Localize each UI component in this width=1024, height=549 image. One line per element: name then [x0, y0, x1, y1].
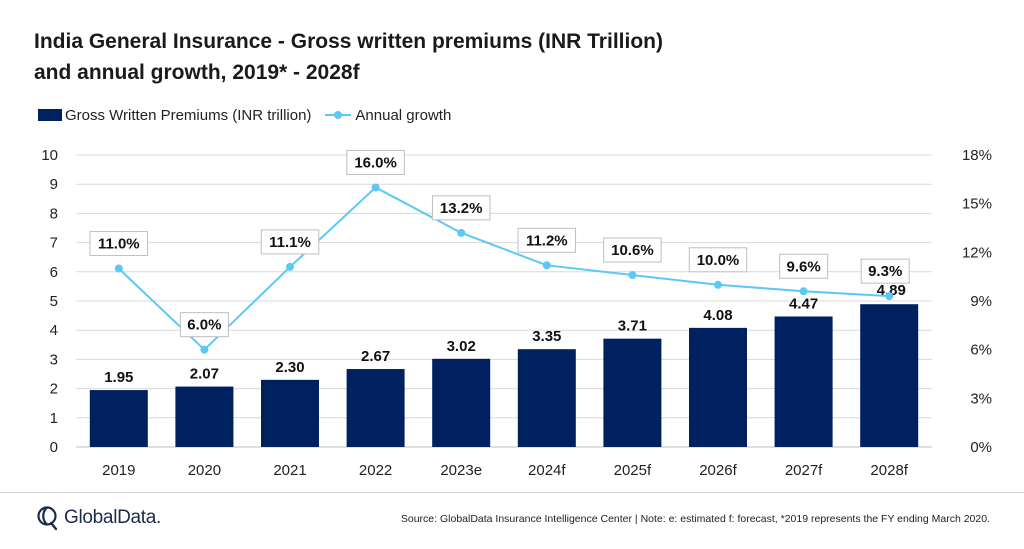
footer-divider [0, 492, 1024, 493]
x-tick-label: 2027f [785, 462, 823, 479]
bar [89, 390, 148, 447]
bar-data-label: 4.08 [703, 307, 732, 324]
globaldata-wordmark: GlobalData. [64, 507, 162, 528]
growth-data-label: 9.3% [868, 263, 902, 280]
growth-data-label: 10.6% [611, 242, 654, 259]
y-left-tick-label: 7 [50, 235, 58, 252]
y-left-tick-label: 4 [50, 322, 58, 339]
bar [517, 349, 576, 447]
growth-data-label: 11.0% [98, 236, 140, 253]
y-right-tick-label: 18% [962, 147, 992, 164]
growth-data-label: 9.6% [786, 258, 820, 275]
growth-point [371, 183, 380, 192]
bar [175, 386, 234, 447]
x-tick-label: 2019 [102, 462, 135, 479]
x-tick-label: 2024f [528, 462, 566, 479]
bar-data-label: 2.67 [361, 348, 390, 365]
source-note: Source: GlobalData Insurance Intelligenc… [400, 513, 990, 525]
y-left-tick-label: 5 [50, 293, 58, 310]
y-left-tick-label: 2 [50, 381, 58, 398]
growth-point [286, 262, 294, 271]
growth-point [799, 287, 808, 296]
y-right-tick-label: 0% [970, 439, 992, 456]
bar [432, 358, 491, 447]
y-left-tick-label: 6 [50, 264, 58, 281]
growth-data-label: 11.2% [526, 232, 568, 249]
bar-data-label: 3.71 [618, 318, 647, 335]
y-right-tick-label: 9% [970, 293, 992, 310]
growth-data-label: 11.1% [269, 234, 311, 251]
growth-point [542, 261, 551, 270]
growth-label-box [89, 231, 149, 257]
bar-data-label: 3.02 [447, 338, 476, 355]
growth-data-label: 16.0% [354, 154, 397, 171]
bar [346, 369, 405, 447]
title-line-1: India General Insurance - Gross written … [34, 30, 663, 53]
bar-data-label: 2.07 [190, 366, 219, 383]
growth-label-box [688, 247, 748, 273]
growth-point [200, 345, 209, 354]
x-tick-label: 2028f [870, 462, 908, 479]
y-left-tick-label: 0 [50, 439, 58, 456]
y-left-tick-label: 1 [50, 410, 58, 427]
x-tick-label: 2021 [273, 462, 306, 479]
bar-data-label: 3.35 [532, 328, 561, 345]
bar [689, 327, 747, 447]
y-left-tick-label: 3 [50, 351, 58, 368]
bar [261, 379, 319, 447]
x-tick-label: 2022 [359, 462, 392, 479]
legend-line-label: Annual growth [355, 106, 452, 124]
chart-title: India General Insurance - Gross written … [34, 26, 663, 88]
growth-label-box [260, 229, 320, 255]
bar [603, 338, 662, 447]
growth-point [628, 271, 637, 280]
growth-label-box [431, 195, 491, 221]
bar [860, 304, 919, 447]
growth-label-box [346, 149, 405, 175]
globaldata-logo: GlobalData. [36, 505, 161, 531]
growth-point [885, 292, 894, 301]
y-right-tick-label: 6% [970, 342, 992, 359]
y-left-tick-label: 8 [50, 205, 58, 222]
x-tick-label: 2020 [188, 462, 221, 479]
y-left-tick-label: 10 [41, 147, 58, 164]
bar-data-label: 4.47 [789, 295, 818, 312]
growth-point [114, 264, 123, 273]
legend-line-swatch [325, 109, 352, 121]
growth-data-label: 13.2% [440, 200, 483, 217]
growth-data-label: 10.0% [697, 252, 740, 269]
legend-bar-label: Gross Written Premiums (INR trillion) [65, 106, 312, 124]
growth-label-box [179, 312, 229, 338]
y-right-tick-label: 15% [962, 196, 992, 213]
bar-data-label: 2.30 [275, 359, 304, 376]
x-tick-label: 2025f [614, 462, 652, 479]
growth-point [457, 228, 466, 237]
y-right-tick-label: 12% [962, 244, 992, 261]
x-tick-label: 2026f [699, 462, 737, 479]
bar [774, 316, 833, 447]
growth-label-box [779, 253, 829, 279]
growth-label-box [860, 258, 910, 284]
growth-line [118, 186, 890, 352]
title-line-2: and annual growth, 2019* - 2028f [34, 61, 360, 84]
growth-data-label: 6.0% [187, 317, 221, 334]
growth-label-box [603, 237, 662, 263]
bar-data-label: 1.95 [104, 369, 133, 386]
y-right-tick-label: 3% [970, 390, 992, 407]
globaldata-mark-icon [37, 506, 58, 531]
growth-point [714, 280, 722, 289]
legend-bar-swatch [38, 109, 62, 121]
y-left-tick-label: 9 [50, 176, 58, 193]
x-tick-label: 2023e [440, 462, 482, 479]
legend: Gross Written Premiums (INR trillion) An… [38, 105, 451, 125]
growth-label-box [517, 227, 577, 253]
